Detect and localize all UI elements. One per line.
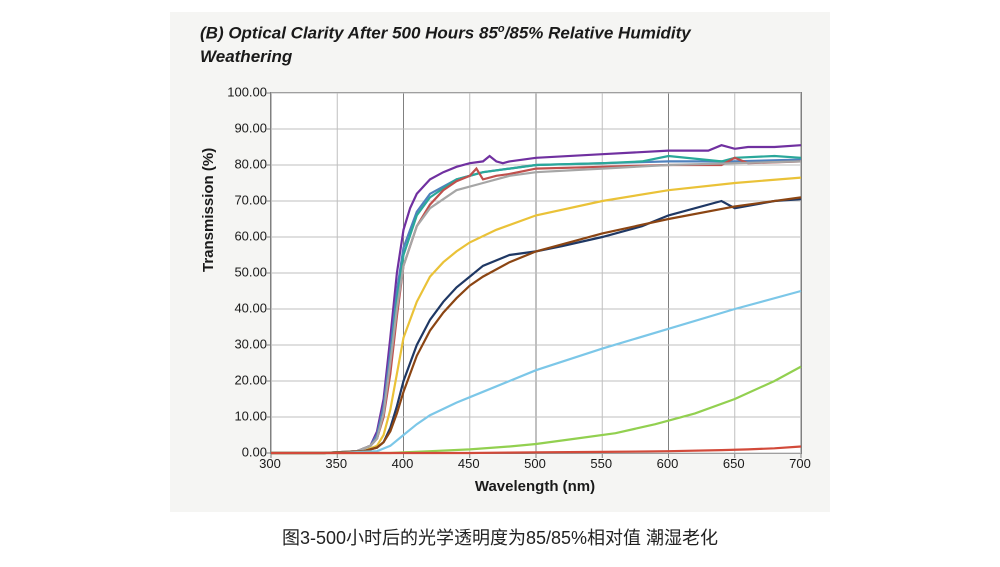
x-tick-label: 700	[789, 456, 811, 471]
y-tick-label: 50.00	[215, 265, 267, 280]
x-axis-label: Wavelength (nm)	[270, 478, 800, 495]
x-tick-label: 500	[524, 456, 546, 471]
y-tick-label: 80.00	[215, 157, 267, 172]
y-tick-label: 10.00	[215, 409, 267, 424]
y-tick-label: 90.00	[215, 121, 267, 136]
x-tick-label: 300	[259, 456, 281, 471]
y-axis-ticks: 0.0010.0020.0030.0040.0050.0060.0070.008…	[215, 92, 267, 452]
figure-panel: (B) Optical Clarity After 500 Hours 85o/…	[170, 12, 830, 512]
x-tick-label: 400	[392, 456, 414, 471]
chart-title: (B) Optical Clarity After 500 Hours 85o/…	[200, 22, 780, 69]
y-tick-label: 30.00	[215, 337, 267, 352]
x-tick-label: 550	[590, 456, 612, 471]
x-tick-label: 450	[458, 456, 480, 471]
x-tick-label: 650	[723, 456, 745, 471]
x-axis-ticks: 300350400450500550600650700	[270, 456, 800, 474]
chart-svg	[271, 93, 801, 453]
x-tick-label: 600	[657, 456, 679, 471]
y-tick-label: 60.00	[215, 229, 267, 244]
x-tick-label: 350	[325, 456, 347, 471]
figure-caption: 图3-500小时后的光学透明度为85/85%相对值 潮湿老化	[0, 524, 1000, 550]
y-tick-label: 40.00	[215, 301, 267, 316]
y-tick-label: 20.00	[215, 373, 267, 388]
y-tick-label: 100.00	[215, 85, 267, 100]
plot-area	[270, 92, 802, 454]
y-tick-label: 70.00	[215, 193, 267, 208]
